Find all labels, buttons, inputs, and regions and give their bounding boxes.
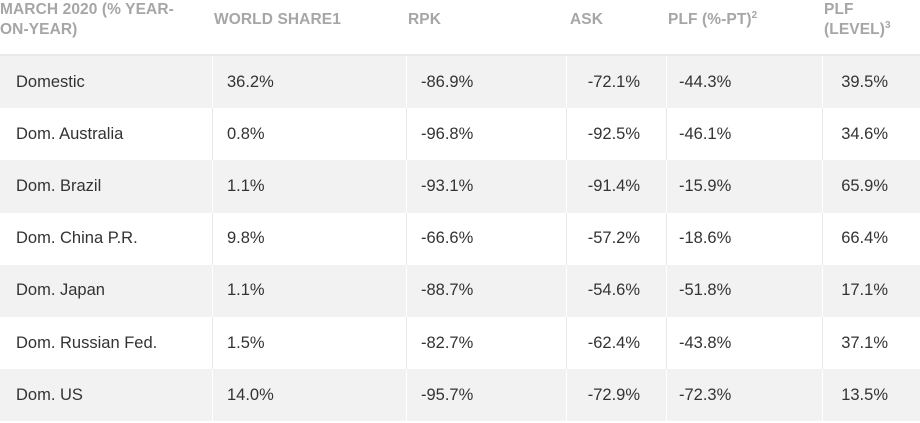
cell-plf-level: 37.1%	[822, 316, 920, 370]
cell-market: Dom. Australia	[16, 124, 124, 143]
cell-world-share: 9.8%	[212, 212, 406, 265]
cell-rpk: -95.7%	[406, 369, 566, 422]
cell-market: Dom. Brazil	[16, 176, 102, 195]
cell-world-share: 1.1%	[212, 160, 406, 213]
cell-world-share: 1.5%	[212, 316, 406, 370]
header-ask: ASK	[570, 11, 604, 28]
header-world-share: WORLD SHARE1	[214, 11, 341, 28]
cell-rpk: -66.6%	[406, 212, 566, 265]
header-plf-pt: PLF (%-PT)2	[668, 10, 757, 30]
table-row: Dom. Brazil 1.1% -93.1% -91.4% -15.9% 65…	[0, 160, 920, 213]
cell-market: Dom. US	[16, 385, 83, 404]
header-plf-pt-label: PLF (%-PT)	[668, 11, 752, 28]
cell-ask: -57.2%	[566, 212, 666, 265]
cell-world-share: 0.8%	[212, 108, 406, 161]
header-rpk: RPK	[408, 11, 442, 28]
header-plf-level: PLF (LEVEL)3	[824, 0, 891, 40]
cell-rpk: -82.7%	[406, 316, 566, 370]
cell-ask: -92.5%	[566, 108, 666, 161]
header-divider	[0, 54, 920, 56]
cell-market: Dom. Japan	[16, 281, 105, 300]
cell-plf-pt: -43.8%	[666, 316, 822, 370]
cell-plf-pt: -72.3%	[666, 369, 822, 422]
cell-world-share: 36.2%	[212, 56, 406, 109]
table-row: Dom. Japan 1.1% -88.7% -54.6% -51.8% 17.…	[0, 264, 920, 317]
table-row: Dom. China P.R. 9.8% -66.6% -57.2% -18.6…	[0, 212, 920, 265]
cell-market: Dom. China P.R.	[16, 229, 138, 248]
cell-plf-level: 39.5%	[822, 56, 920, 109]
cell-rpk: -96.8%	[406, 108, 566, 161]
cell-ask: -72.1%	[566, 56, 666, 109]
cell-plf-pt: -18.6%	[666, 212, 822, 265]
header-market-line1: MARCH 2020 (% YEAR-	[0, 1, 174, 18]
table-header: MARCH 2020 (% YEAR- ON-YEAR) WORLD SHARE…	[0, 0, 920, 56]
table-row: Dom. Australia 0.8% -96.8% -92.5% -46.1%…	[0, 108, 920, 161]
cell-ask: -91.4%	[566, 160, 666, 213]
header-plf-level-line2: (LEVEL)	[824, 21, 885, 38]
cell-plf-level: 13.5%	[822, 369, 920, 422]
cell-plf-level: 65.9%	[822, 160, 920, 213]
header-market-line2: ON-YEAR)	[0, 21, 78, 38]
table-row: Dom. US 14.0% -95.7% -72.9% -72.3% 13.5%	[0, 369, 920, 422]
header-plf-level-footnote: 3	[884, 19, 891, 31]
cell-ask: -54.6%	[566, 264, 666, 317]
table-row: Dom. Russian Fed. 1.5% -82.7% -62.4% -43…	[0, 316, 920, 370]
header-plf-pt-footnote: 2	[751, 9, 758, 21]
table-body: Domestic 36.2% -86.9% -72.1% -44.3% 39.5…	[0, 56, 920, 422]
cell-plf-pt: -15.9%	[666, 160, 822, 213]
cell-ask: -62.4%	[566, 316, 666, 370]
cell-plf-level: 17.1%	[822, 264, 920, 317]
cell-world-share: 1.1%	[212, 264, 406, 317]
header-market: MARCH 2020 (% YEAR- ON-YEAR)	[0, 0, 210, 40]
cell-plf-pt: -51.8%	[666, 264, 822, 317]
cell-plf-level: 34.6%	[822, 108, 920, 161]
cell-rpk: -93.1%	[406, 160, 566, 213]
cell-market: Domestic	[16, 72, 85, 91]
cell-plf-level: 66.4%	[822, 212, 920, 265]
cell-world-share: 14.0%	[212, 369, 406, 422]
cell-ask: -72.9%	[566, 369, 666, 422]
table-row: Domestic 36.2% -86.9% -72.1% -44.3% 39.5…	[0, 56, 920, 109]
header-plf-level-line1: PLF	[824, 1, 854, 18]
cell-plf-pt: -46.1%	[666, 108, 822, 161]
cell-rpk: -86.9%	[406, 56, 566, 109]
cell-rpk: -88.7%	[406, 264, 566, 317]
cell-market: Dom. Russian Fed.	[16, 333, 158, 352]
cell-plf-pt: -44.3%	[666, 56, 822, 109]
